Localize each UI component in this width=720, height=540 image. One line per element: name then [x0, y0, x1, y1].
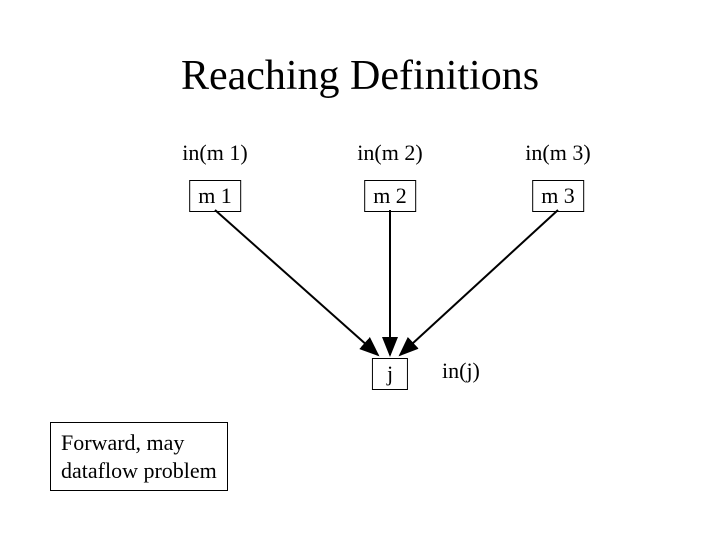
in-label-j: in(j) — [442, 358, 480, 384]
annotation-line-2: dataflow problem — [61, 457, 217, 485]
in-label-m3: in(m 3) — [525, 140, 590, 166]
node-m2: m 2 — [364, 180, 416, 212]
node-m3: m 3 — [532, 180, 584, 212]
node-m1: m 1 — [189, 180, 241, 212]
node-j: j — [372, 358, 408, 390]
in-label-m1: in(m 1) — [182, 140, 247, 166]
edge-m1-j — [215, 210, 378, 355]
annotation-line-1: Forward, may — [61, 429, 217, 457]
edge-m3-j — [400, 210, 558, 355]
page-title: Reaching Definitions — [0, 52, 720, 100]
in-label-m2: in(m 2) — [357, 140, 422, 166]
annotation-box: Forward, may dataflow problem — [50, 422, 228, 491]
